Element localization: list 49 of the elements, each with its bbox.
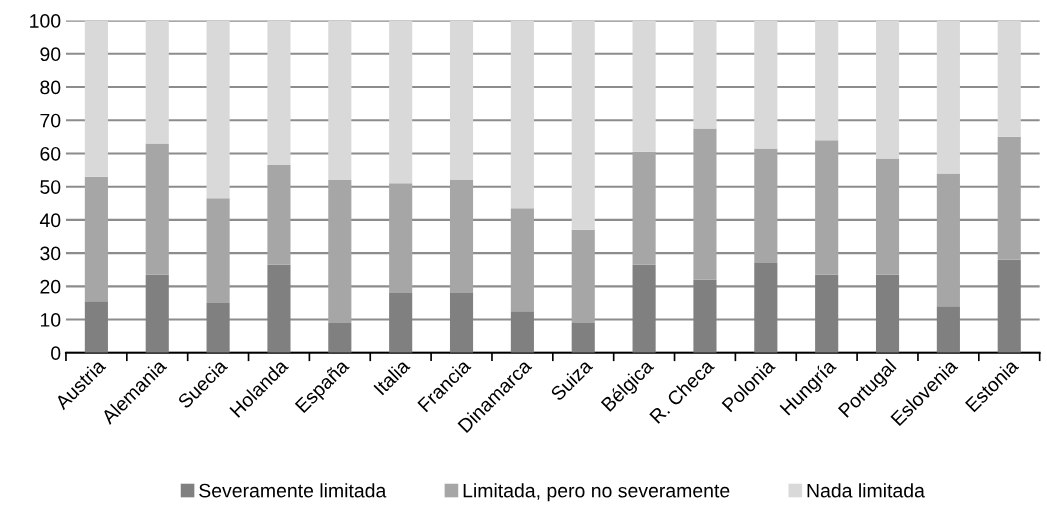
bar (875, 158, 900, 275)
bar (510, 20, 534, 209)
y-tick-label: 0 (51, 346, 61, 361)
bar (693, 128, 717, 280)
bar (936, 20, 960, 174)
bar (267, 20, 291, 166)
bar (206, 198, 230, 303)
y-tick-label: 80 (40, 80, 61, 95)
y-tick-label: 10 (40, 313, 61, 327)
y-tick-label: 70 (40, 113, 61, 128)
bar (389, 183, 413, 293)
bar (815, 20, 839, 141)
bar (145, 143, 169, 275)
legend-label: Limitada, pero no severamente (463, 483, 730, 502)
bar (754, 20, 778, 149)
y-tick-label: 20 (40, 279, 61, 294)
bar (632, 151, 656, 265)
bar (328, 180, 352, 323)
bar (997, 136, 1021, 260)
bar (571, 229, 595, 323)
bar (997, 20, 1021, 137)
bar (815, 140, 839, 275)
bar (328, 322, 352, 353)
y-tick-label: 100 (30, 14, 61, 28)
x-tick-label: Italia (372, 357, 411, 396)
bar (571, 322, 595, 353)
bar (267, 165, 291, 265)
y-tick-label: 90 (40, 47, 61, 62)
bar (449, 180, 474, 293)
bar (328, 20, 352, 181)
bar (632, 20, 656, 152)
y-tick-label: 30 (40, 246, 61, 261)
bar (571, 20, 595, 230)
bar (510, 208, 534, 312)
bar (145, 20, 169, 144)
bar (693, 20, 717, 129)
bar (936, 173, 960, 307)
bar (206, 20, 230, 199)
y-tick-label: 40 (39, 213, 61, 228)
bar (84, 20, 108, 177)
bar (754, 148, 778, 264)
legend-label: Nada limitada (807, 483, 925, 498)
bar (449, 20, 474, 181)
bar (389, 20, 413, 184)
bar (84, 176, 108, 302)
y-tick-label: 60 (40, 146, 61, 161)
y-tick-label: 50 (40, 180, 61, 194)
legend-label: Severamente limitada (199, 483, 387, 498)
bar (875, 20, 900, 159)
